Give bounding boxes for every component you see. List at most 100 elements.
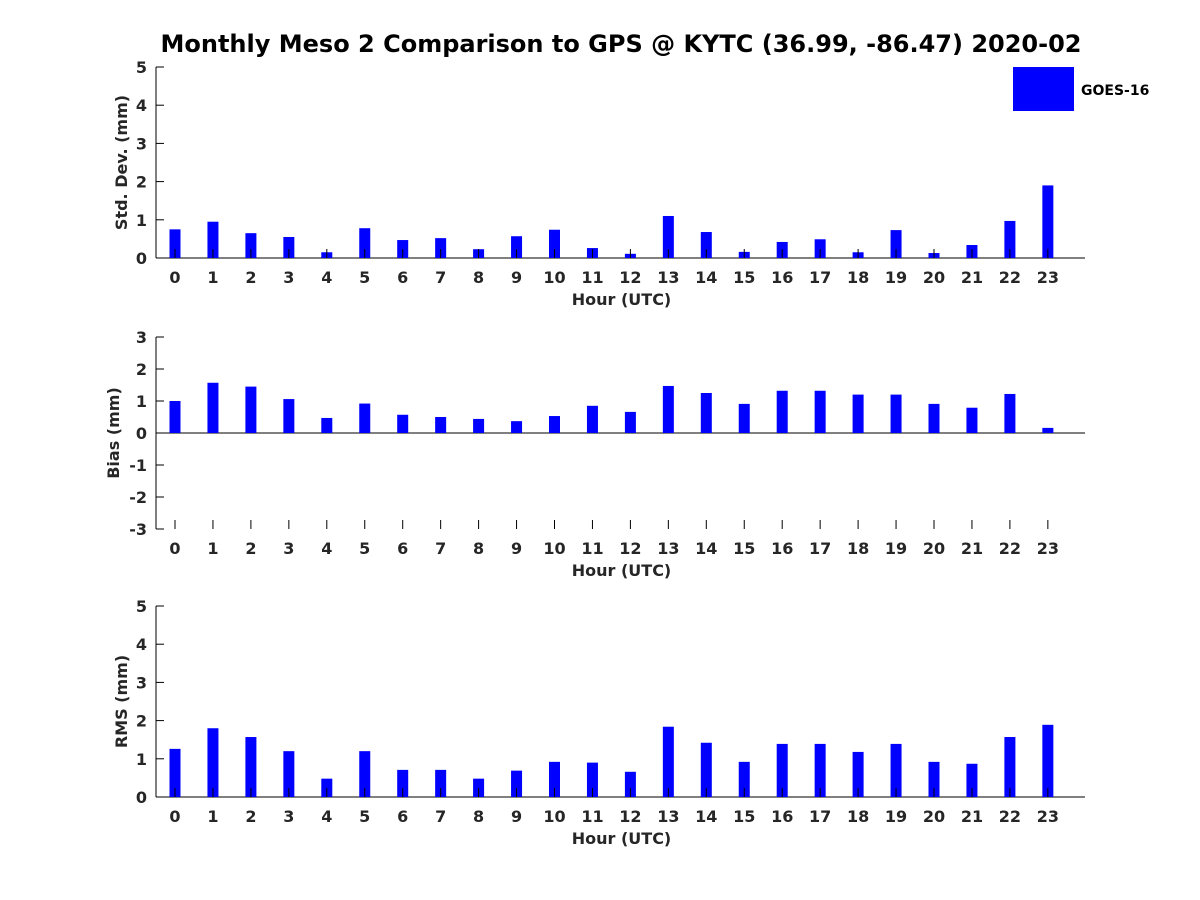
bar — [473, 778, 485, 797]
x-tick-label: 12 — [619, 268, 641, 287]
x-tick-label: 17 — [809, 807, 831, 826]
y-tick-label: 3 — [136, 134, 147, 153]
bar — [852, 751, 864, 797]
x-axis-label: Hour (UTC) — [572, 290, 672, 309]
y-tick-label: 5 — [136, 597, 147, 616]
bar — [435, 238, 447, 258]
x-tick-label: 14 — [695, 268, 717, 287]
bar — [283, 751, 295, 797]
x-tick-label: 4 — [321, 268, 332, 287]
x-tick-label: 15 — [733, 807, 755, 826]
y-axis-label: Std. Dev. (mm) — [112, 95, 131, 230]
bar — [662, 215, 674, 258]
x-tick-label: 19 — [885, 807, 907, 826]
bar — [473, 418, 485, 433]
x-tick-label: 17 — [809, 539, 831, 558]
bar — [814, 239, 826, 258]
y-tick-label: 4 — [136, 635, 147, 654]
bar — [1004, 220, 1016, 258]
y-tick-label: 5 — [136, 58, 147, 77]
bar — [1042, 724, 1054, 797]
x-tick-label: 16 — [771, 807, 793, 826]
x-tick-label: 12 — [619, 807, 641, 826]
x-tick-label: 18 — [847, 268, 869, 287]
x-tick-label: 5 — [359, 268, 370, 287]
x-tick-label: 5 — [359, 539, 370, 558]
bar — [586, 405, 598, 433]
x-tick-label: 19 — [885, 539, 907, 558]
x-tick-label: 22 — [999, 268, 1021, 287]
x-tick-label: 2 — [245, 268, 256, 287]
x-tick-label: 6 — [397, 539, 408, 558]
x-tick-label: 6 — [397, 807, 408, 826]
x-tick-label: 15 — [733, 268, 755, 287]
bar — [662, 726, 674, 797]
bar — [511, 421, 523, 433]
x-tick-label: 4 — [321, 539, 332, 558]
y-tick-label: 3 — [136, 673, 147, 692]
x-tick-label: 21 — [961, 268, 983, 287]
bar — [738, 761, 750, 797]
bar — [662, 385, 674, 433]
bar — [852, 394, 864, 433]
y-tick-label: 0 — [136, 424, 147, 443]
x-tick-label: 23 — [1037, 807, 1059, 826]
x-tick-label: 9 — [511, 268, 522, 287]
x-tick-label: 8 — [473, 807, 484, 826]
bar — [169, 401, 181, 433]
bar — [321, 778, 333, 797]
bar — [624, 411, 636, 433]
x-tick-label: 1 — [207, 539, 218, 558]
x-tick-label: 0 — [169, 268, 180, 287]
bar — [549, 229, 560, 258]
legend-swatch — [1013, 67, 1074, 111]
bar — [359, 228, 371, 258]
x-tick-label: 1 — [207, 807, 218, 826]
x-tick-label: 19 — [885, 268, 907, 287]
x-tick-label: 18 — [847, 539, 869, 558]
x-axis-label: Hour (UTC) — [572, 561, 672, 580]
y-tick-label: 2 — [136, 360, 147, 379]
legend: GOES-16 — [1013, 67, 1149, 111]
bar — [245, 233, 257, 258]
x-tick-label: 10 — [543, 539, 565, 558]
x-tick-label: 21 — [961, 539, 983, 558]
bar — [1004, 737, 1016, 797]
bar — [700, 232, 712, 258]
x-tick-label: 14 — [695, 539, 717, 558]
x-tick-label: 13 — [657, 539, 679, 558]
x-tick-label: 0 — [169, 539, 180, 558]
y-tick-label: 0 — [136, 788, 147, 807]
x-tick-label: 7 — [435, 268, 446, 287]
bar — [207, 382, 219, 433]
y-tick-label: -3 — [129, 520, 147, 539]
x-tick-label: 17 — [809, 268, 831, 287]
y-tick-label: 2 — [136, 173, 147, 192]
x-tick-label: 16 — [771, 268, 793, 287]
x-tick-label: 10 — [543, 807, 565, 826]
bar — [1004, 393, 1016, 433]
x-tick-label: 11 — [581, 807, 603, 826]
bar — [776, 390, 788, 433]
y-tick-label: 4 — [136, 96, 147, 115]
x-tick-label: 20 — [923, 539, 945, 558]
bar — [359, 751, 371, 797]
x-tick-label: 22 — [999, 807, 1021, 826]
bar — [321, 417, 333, 433]
bar — [700, 393, 712, 433]
x-tick-label: 2 — [245, 807, 256, 826]
x-tick-label: 11 — [581, 268, 603, 287]
x-tick-label: 16 — [771, 539, 793, 558]
x-tick-label: 7 — [435, 807, 446, 826]
y-tick-label: 0 — [136, 249, 147, 268]
bar — [1042, 185, 1054, 258]
x-tick-label: 8 — [473, 268, 484, 287]
bar — [511, 236, 523, 258]
x-tick-label: 6 — [397, 268, 408, 287]
x-tick-label: 18 — [847, 807, 869, 826]
y-axis-label: RMS (mm) — [112, 655, 131, 748]
x-axis-label: Hour (UTC) — [572, 829, 672, 848]
